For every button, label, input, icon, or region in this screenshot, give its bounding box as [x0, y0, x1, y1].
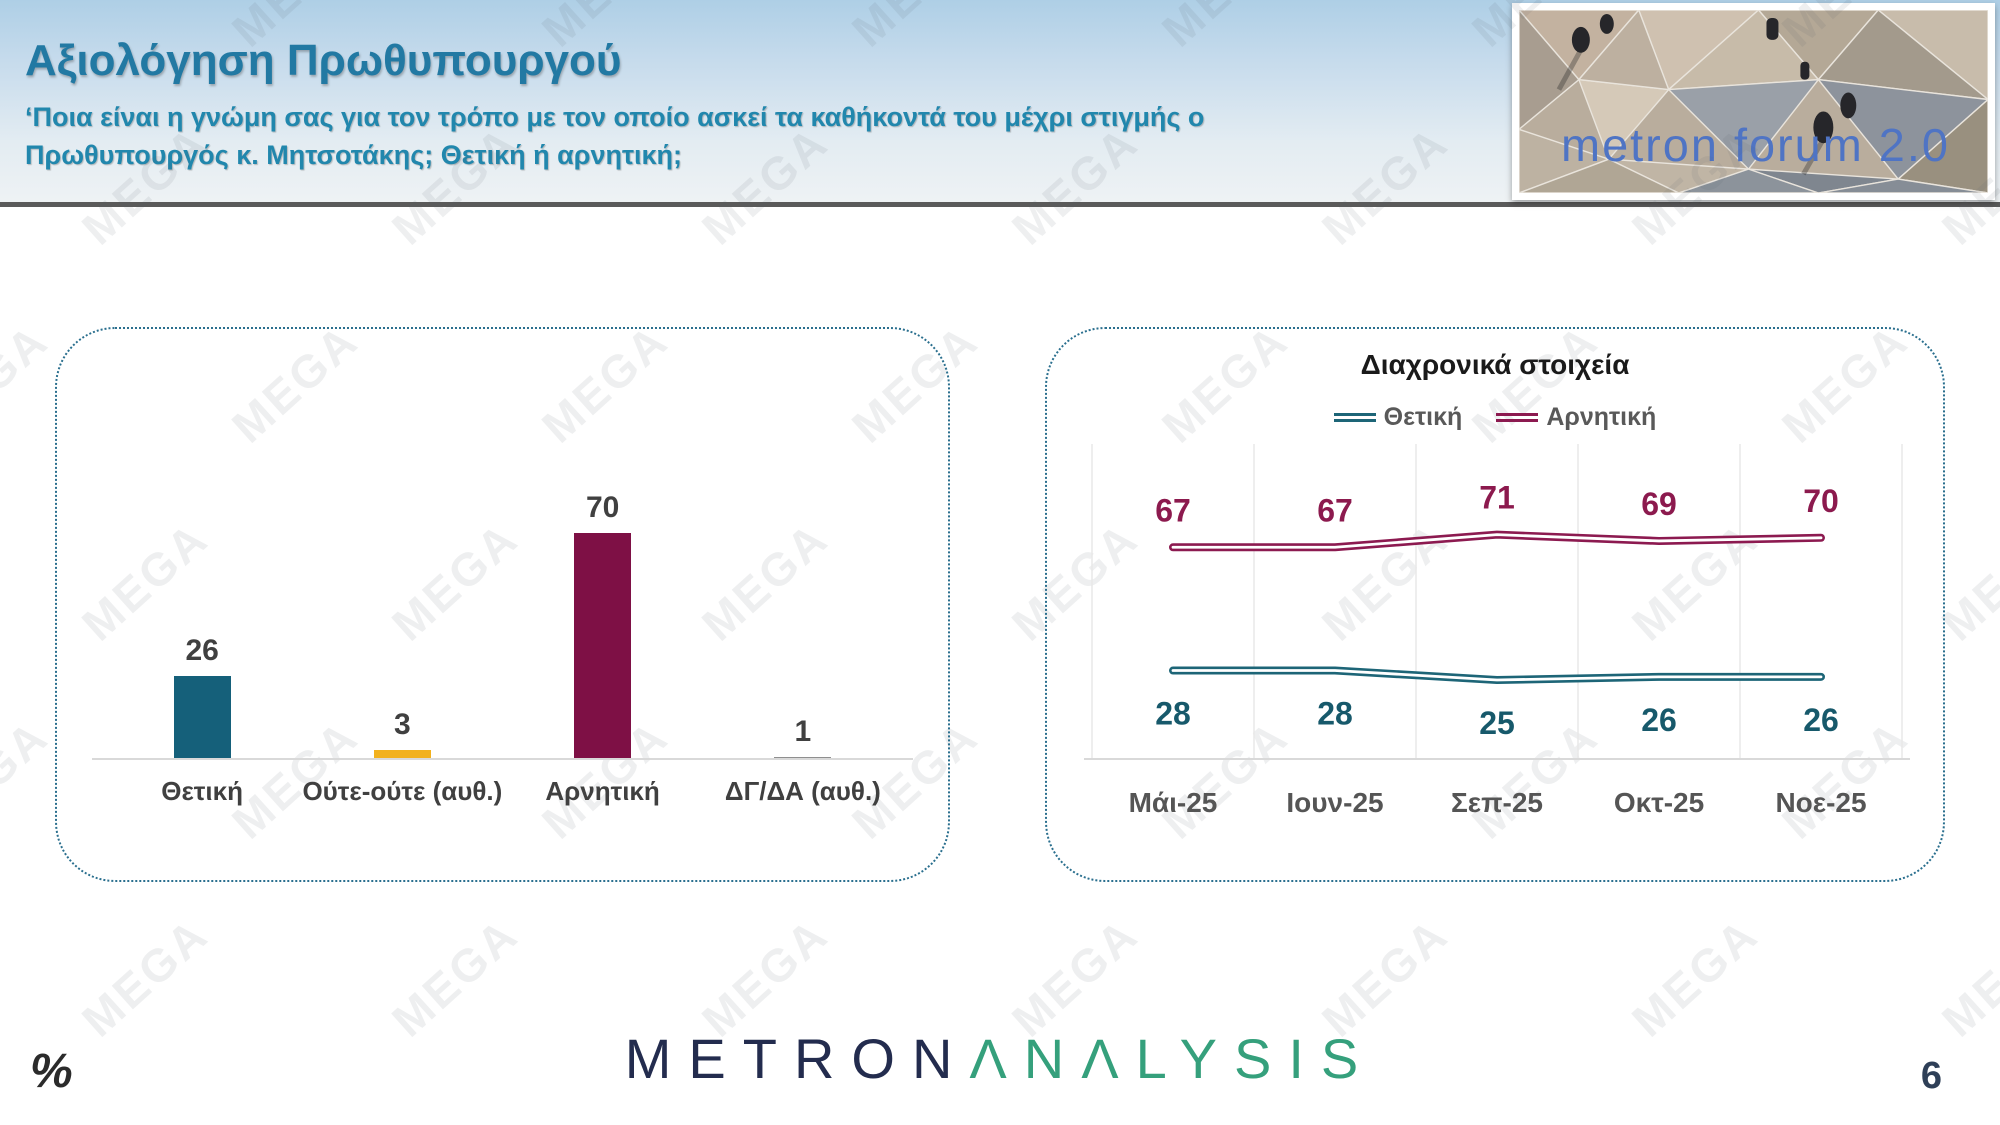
mosaic-photo: metron forum 2.0	[1519, 10, 1988, 193]
bar-group: 70	[503, 490, 703, 760]
timeline-legend: Θετική Αρνητική	[1047, 403, 1943, 432]
metron-analysis-logo: METRONΛΝΛLYSIS	[0, 1026, 2000, 1091]
line-data-label: 71	[1479, 480, 1515, 516]
bar	[373, 750, 431, 760]
timeline-panel: Διαχρονικά στοιχεία Θετική Αρνητική 28 28 2…	[1045, 327, 1945, 882]
bar-group: 3	[302, 708, 502, 760]
line-data-label: 26	[1803, 702, 1839, 738]
metron-forum-logo: metron forum 2.0	[1512, 3, 1995, 200]
legend-line-marker	[1333, 413, 1376, 422]
pedestrian-silhouettes	[1571, 13, 1857, 144]
timeline-title: Διαχρονικά στοιχεία	[1360, 349, 1630, 380]
category-label: Θετική	[161, 776, 244, 806]
bar-value-label: 1	[794, 714, 812, 748]
x-axis-label: Νοε-25	[1775, 787, 1866, 818]
category-label: Αρνητική	[545, 776, 660, 806]
mega-watermark: MEGA	[0, 313, 59, 453]
bar-group: 1	[703, 715, 903, 760]
page-title: Αξιολόγηση Πρωθυπουργού	[25, 36, 622, 85]
legend-label: Αρνητική	[1546, 403, 1657, 431]
bar	[574, 532, 632, 760]
line-data-label: 67	[1155, 492, 1191, 528]
line-data-label: 67	[1317, 492, 1353, 528]
line-data-label: 28	[1317, 696, 1353, 732]
brand-analysis-text: ΛΝΛLYSIS	[969, 1027, 1376, 1090]
legend-item: Αρνητική	[1496, 403, 1656, 432]
mega-watermark: MEGA	[0, 709, 59, 849]
pm-evaluation-bar-chart: 26 3 70 1 Θετική Ούτε-ούτε (αυθ.) Αρνητική ΔΓ/Δ…	[92, 399, 913, 807]
survey-question: ‘Ποια είναι η γνώμη σας για τον τρόπο με…	[25, 102, 1205, 171]
bar-value-label: 26	[185, 633, 219, 667]
percent-note: %	[30, 1045, 73, 1098]
brand-metron-text: METRON	[624, 1027, 970, 1090]
category-label: Ούτε-ούτε (αυθ.)	[302, 776, 503, 806]
legend-item: Θετική	[1333, 403, 1463, 432]
line-data-label: 70	[1803, 483, 1839, 519]
forum-logo-text: metron forum 2.0	[1561, 119, 1950, 171]
x-axis-line	[92, 758, 913, 760]
line-data-label: 69	[1641, 486, 1677, 522]
bar-group: 26	[102, 633, 302, 760]
bar-value-label: 70	[585, 490, 620, 524]
category-label: ΔΓ/ΔΑ (αυθ.)	[724, 776, 881, 806]
bar-value-label: 3	[394, 708, 411, 742]
bar	[173, 675, 231, 760]
line-data-label: 26	[1641, 702, 1677, 738]
line-data-label: 28	[1155, 696, 1191, 732]
page-number: 6	[1920, 1055, 1942, 1097]
legend-label: Θετική	[1383, 403, 1463, 431]
line-data-label: 25	[1479, 705, 1515, 741]
x-axis-label: Οκτ-25	[1614, 787, 1704, 818]
x-axis-label: Ιουν-25	[1286, 787, 1383, 818]
timeline-line-chart: 28 28 25 26 26 67 67 71 69 70 Μάι-25 Ιουν-25 Σεπ-25 Ο…	[1084, 444, 1910, 818]
bar-chart-panel: 26 3 70 1 Θετική Ούτε-ούτε (αυθ.) Αρνητική ΔΓ/Δ…	[55, 327, 950, 882]
legend-line-marker	[1496, 413, 1539, 422]
x-axis-label: Σεπ-25	[1451, 787, 1543, 818]
x-axis-label: Μάι-25	[1129, 787, 1218, 818]
